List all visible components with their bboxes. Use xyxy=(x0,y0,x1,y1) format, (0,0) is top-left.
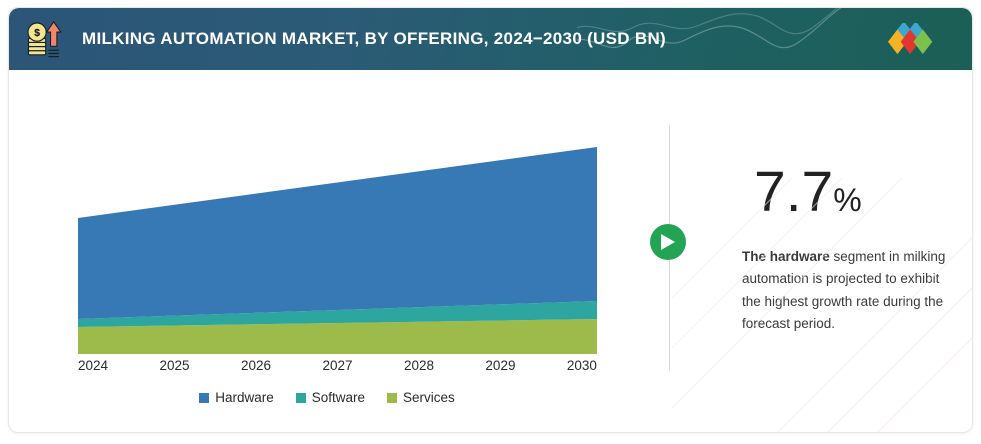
svg-text:$: $ xyxy=(34,28,40,39)
